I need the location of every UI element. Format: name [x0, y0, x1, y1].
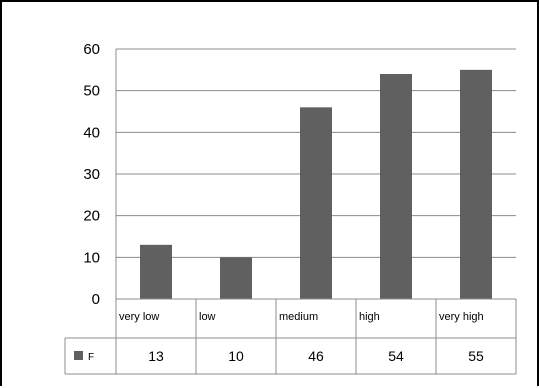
- bar: [460, 69, 492, 299]
- y-tick-label: 30: [83, 166, 100, 183]
- y-tick-label: 40: [83, 124, 100, 141]
- bar: [380, 74, 412, 299]
- bar: [140, 244, 172, 299]
- y-tick-label: 20: [83, 208, 100, 225]
- category-label: medium: [279, 311, 318, 323]
- data-table-value: 13: [148, 348, 164, 364]
- y-tick-label: 60: [83, 41, 100, 58]
- bar: [300, 107, 332, 299]
- category-label: very low: [119, 311, 159, 323]
- y-tick-label: 50: [83, 83, 100, 100]
- legend-series-name: F: [88, 352, 94, 363]
- data-table-value: 55: [468, 348, 484, 364]
- category-label: very high: [439, 311, 484, 323]
- legend-swatch: [74, 351, 83, 360]
- data-table-value: 10: [228, 348, 244, 364]
- data-table-value: 54: [388, 348, 404, 364]
- data-table-value: 46: [308, 348, 324, 364]
- y-tick-label: 0: [92, 291, 100, 308]
- category-label: high: [359, 311, 380, 323]
- y-tick-label: 10: [83, 249, 100, 266]
- category-label: low: [199, 311, 216, 323]
- bar: [220, 257, 252, 299]
